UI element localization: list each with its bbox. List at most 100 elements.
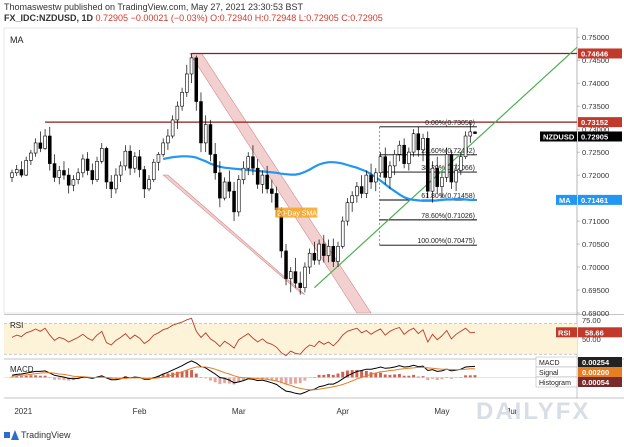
candle-body: [170, 119, 175, 137]
macd-histogram-bar: [435, 377, 439, 381]
macd-histogram-bar: [345, 370, 349, 378]
annotation-sma-label: 20-Day SMA: [277, 211, 317, 218]
watermark: DAILYFX: [476, 398, 591, 425]
candle-body: [444, 154, 449, 178]
macd-histogram-bar: [383, 374, 387, 378]
candle-body: [307, 252, 312, 268]
macd-histogram-bar: [242, 377, 245, 381]
candle-body: [208, 124, 213, 155]
macd-histogram-bar: [15, 376, 19, 378]
macd-histogram-bar: [284, 377, 288, 385]
macd-histogram-bar: [303, 377, 307, 381]
candle-body: [468, 131, 473, 137]
candle-body: [293, 271, 298, 284]
macd-histogram-bar: [397, 374, 401, 378]
y-tick-label: 0.72000: [582, 171, 609, 180]
candle-body: [345, 202, 350, 222]
macd-histogram-bar: [336, 373, 340, 378]
candle-body: [411, 133, 416, 153]
x-tick-label: Jun: [506, 407, 519, 416]
macd-line: [11, 360, 476, 395]
macd-histogram-bar: [208, 377, 212, 381]
macd-histogram-bar: [218, 377, 222, 385]
candle-body: [43, 135, 47, 149]
macd-histogram-bar: [48, 377, 52, 378]
macd-histogram-bar: [426, 377, 430, 381]
candle-body: [340, 220, 345, 247]
macd-signal-line: [11, 366, 475, 391]
candle-body: [270, 188, 274, 194]
price-tag: [578, 48, 622, 59]
candle-body: [123, 150, 128, 167]
last-price: 0.72905: [95, 13, 129, 23]
macd-histogram-bar: [464, 375, 468, 378]
candle-body: [378, 156, 383, 174]
candle-body: [322, 243, 326, 256]
macd-value-tag: [578, 357, 622, 367]
macd-histogram-bar: [298, 377, 302, 384]
candle-body: [350, 195, 354, 203]
price-tag-label: 0.73152: [581, 118, 608, 127]
candle-body: [374, 172, 378, 183]
macd-title: MACD: [10, 365, 34, 374]
price-tag: [540, 131, 577, 142]
macd-histogram-bar: [237, 377, 241, 383]
descending-channel-lower: [162, 174, 306, 295]
macd-histogram-bar: [29, 375, 33, 378]
macd-tag: [535, 376, 578, 388]
candle-body: [128, 150, 132, 169]
publish-line: Thomaswestw published on TradingView.com…: [4, 2, 304, 12]
candle-body: [166, 135, 170, 144]
symbol-label: FX_IDC:NZDUSD, 1D: [4, 13, 94, 23]
rsi-tick-label: 50.00: [582, 335, 601, 344]
y-tick-label: 0.74000: [582, 79, 609, 88]
candle-body: [392, 154, 397, 167]
macd-histogram-bar: [24, 375, 28, 378]
macd-tag-label: MACD: [539, 360, 560, 367]
y-tick-label: 0.73000: [582, 125, 609, 134]
fib-level-label: 61.80%(0.71458): [421, 193, 475, 200]
macd-histogram-bar: [431, 377, 434, 379]
rsi-line: [11, 317, 476, 357]
macd-value-label: 0.00254: [582, 358, 610, 367]
candle-body: [194, 57, 199, 102]
candle-body: [246, 156, 250, 169]
candle-body: [85, 158, 90, 171]
macd-histogram-bar: [194, 373, 198, 378]
candle-body: [62, 170, 66, 176]
candle-body: [232, 190, 236, 213]
candle-body: [52, 163, 57, 178]
x-tick-label: Mar: [232, 407, 246, 416]
macd-histogram-bar: [407, 375, 411, 378]
candle-body: [359, 186, 364, 194]
candle-body: [147, 179, 151, 190]
candle-body: [109, 181, 113, 190]
macd-histogram-bar: [388, 374, 392, 378]
macd-histogram-bar: [119, 377, 123, 378]
macd-histogram-bar: [34, 375, 38, 378]
macd-histogram-bar: [341, 371, 345, 378]
candle-body: [161, 142, 165, 155]
candle-body: [29, 152, 33, 161]
price-tag-ma: MA: [559, 196, 571, 205]
macd-histogram-bar: [166, 373, 170, 378]
candle-body: [71, 179, 76, 186]
candle-body: [76, 172, 80, 180]
rsi-tag: [556, 327, 577, 338]
footer-brand[interactable]: TradingView: [4, 430, 71, 440]
macd-histogram-bar: [19, 376, 23, 378]
x-tick-label: Feb: [133, 407, 147, 416]
macd-value-label: 0.00054: [582, 378, 610, 387]
macd-histogram-bar: [327, 374, 331, 378]
macd-histogram-bar: [402, 375, 406, 378]
candle-body: [185, 73, 189, 93]
macd-histogram-bar: [81, 377, 85, 378]
candle-body: [425, 138, 430, 192]
rsi-band: [4, 323, 577, 355]
macd-histogram-bar: [38, 375, 42, 378]
macd-histogram-bar: [57, 377, 61, 380]
candle-body: [383, 156, 387, 178]
macd-histogram-bar: [175, 371, 179, 378]
candle-body: [222, 181, 227, 199]
